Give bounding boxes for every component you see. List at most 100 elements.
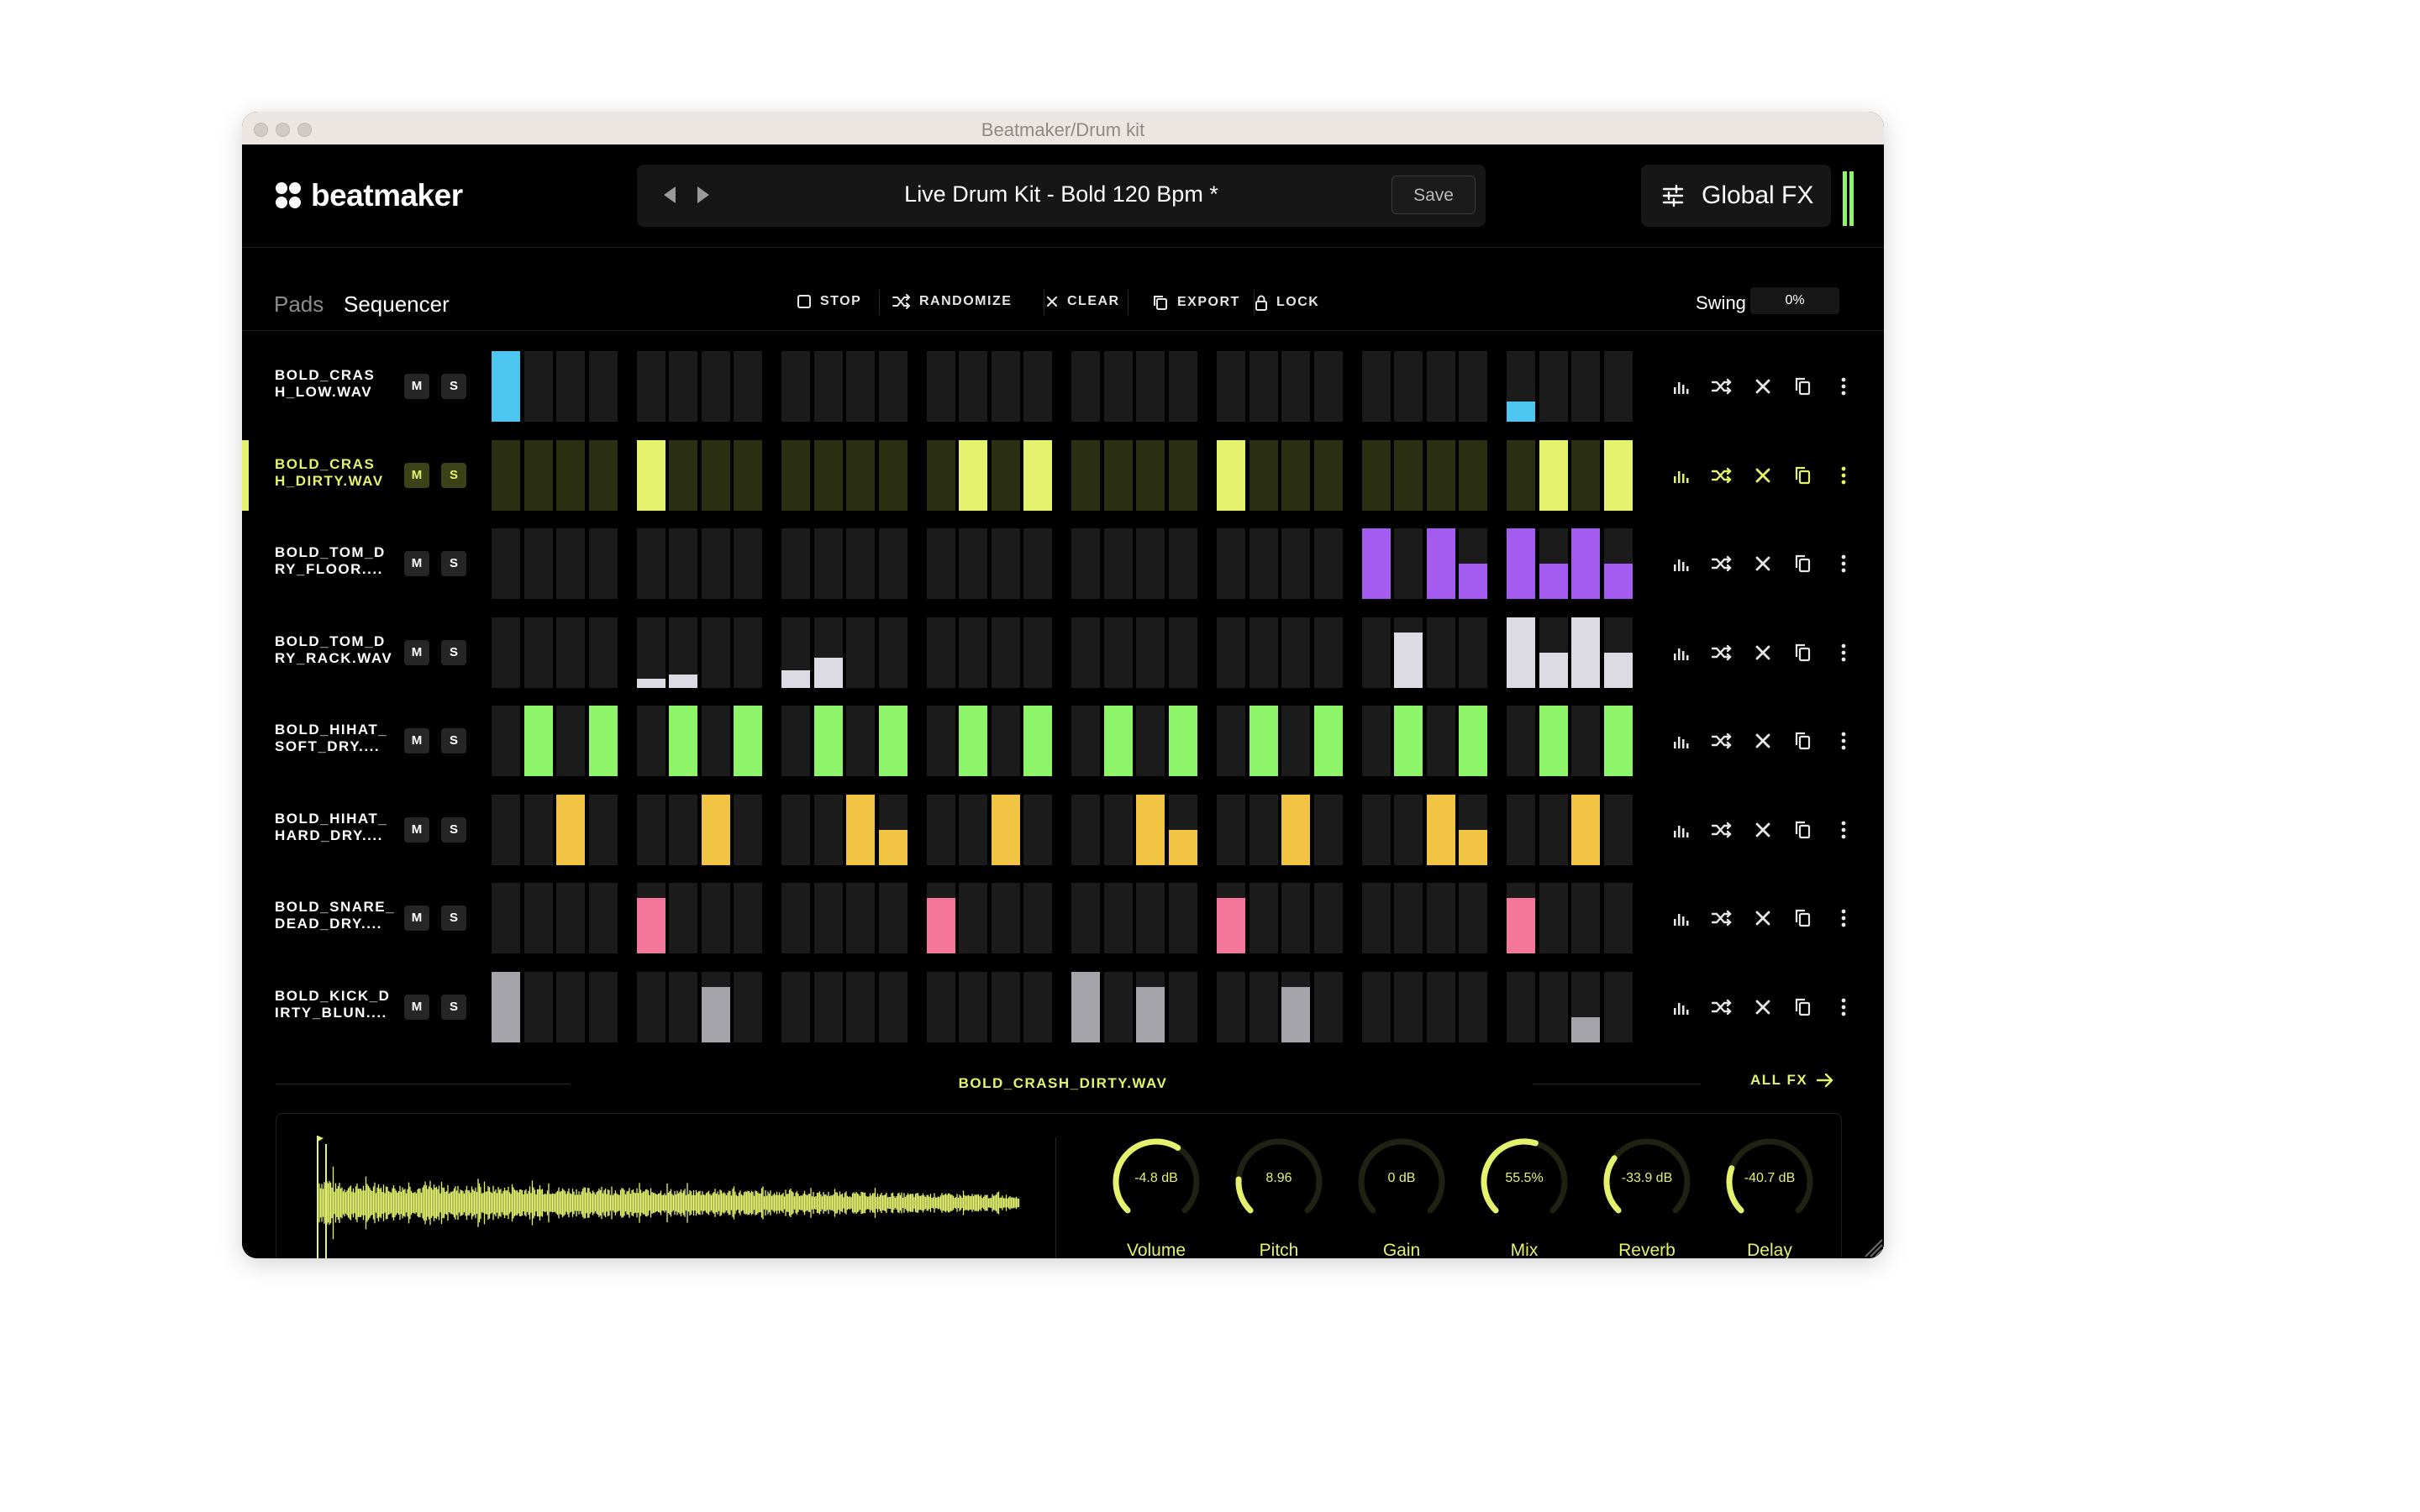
step-cell[interactable]	[492, 883, 520, 953]
step-cell[interactable]	[1426, 794, 1455, 865]
triangle-left-icon[interactable]	[660, 183, 681, 207]
step-cell[interactable]	[1136, 883, 1165, 953]
solo-button[interactable]: S	[441, 728, 466, 753]
step-cell[interactable]	[734, 706, 763, 776]
step-cell[interactable]	[959, 351, 988, 422]
close-icon[interactable]	[1752, 642, 1774, 664]
clear-button[interactable]: CLEAR	[1045, 294, 1120, 309]
step-cell[interactable]	[523, 528, 553, 599]
track-name[interactable]: BOLD_CRAS H_DIRTY.WAV	[275, 455, 384, 489]
step-cell[interactable]	[846, 794, 876, 865]
step-cell[interactable]	[1571, 528, 1601, 599]
step-cell[interactable]	[1168, 971, 1197, 1042]
step-cell[interactable]	[1313, 883, 1343, 953]
step-cell[interactable]	[1281, 617, 1310, 688]
copy-icon[interactable]	[1792, 642, 1814, 664]
step-cell[interactable]	[701, 617, 730, 688]
step-cell[interactable]	[556, 439, 585, 511]
step-cell[interactable]	[1103, 617, 1133, 688]
step-cell[interactable]	[1603, 528, 1633, 599]
tab-pads[interactable]: Pads	[274, 291, 324, 317]
step-cell[interactable]	[926, 439, 955, 511]
step-cell[interactable]	[846, 528, 876, 599]
step-cell[interactable]	[1539, 971, 1568, 1042]
step-cell[interactable]	[991, 794, 1020, 865]
step-cell[interactable]	[492, 971, 520, 1042]
step-cell[interactable]	[1539, 794, 1568, 865]
step-cell[interactable]	[588, 971, 618, 1042]
step-cell[interactable]	[813, 351, 843, 422]
step-cell[interactable]	[701, 351, 730, 422]
step-cell[interactable]	[1603, 617, 1633, 688]
step-cell[interactable]	[1571, 971, 1601, 1042]
step-cell[interactable]	[588, 351, 618, 422]
step-cell[interactable]	[1023, 617, 1053, 688]
track-name[interactable]: BOLD_HIHAT_ HARD_DRY....	[275, 810, 388, 843]
step-cell[interactable]	[846, 439, 876, 511]
step-cell[interactable]	[846, 706, 876, 776]
knob-reverb[interactable]: -33.9 dB Reverb	[1597, 1131, 1697, 1258]
step-cell[interactable]	[1136, 971, 1165, 1042]
step-cell[interactable]	[492, 617, 520, 688]
step-cell[interactable]	[1217, 971, 1245, 1042]
step-cell[interactable]	[1426, 439, 1455, 511]
step-cell[interactable]	[813, 971, 843, 1042]
knob-dial[interactable]	[1474, 1131, 1575, 1232]
step-cell[interactable]	[781, 794, 811, 865]
step-cell[interactable]	[878, 706, 908, 776]
step-cell[interactable]	[1361, 706, 1391, 776]
more-vertical-icon[interactable]	[1833, 996, 1854, 1018]
close-icon[interactable]	[1752, 553, 1774, 575]
step-cell[interactable]	[878, 439, 908, 511]
copy-icon[interactable]	[1792, 465, 1814, 486]
step-cell[interactable]	[523, 439, 553, 511]
step-cell[interactable]	[1071, 706, 1101, 776]
step-cell[interactable]	[636, 883, 666, 953]
close-icon[interactable]	[1752, 375, 1774, 397]
step-cell[interactable]	[1023, 971, 1053, 1042]
step-cell[interactable]	[1103, 794, 1133, 865]
more-vertical-icon[interactable]	[1833, 553, 1854, 575]
step-cell[interactable]	[991, 971, 1020, 1042]
shuffle-icon[interactable]	[1711, 819, 1733, 841]
step-cell[interactable]	[669, 351, 698, 422]
all-fx-link[interactable]: ALL FX	[1750, 1072, 1834, 1089]
step-cell[interactable]	[1361, 617, 1391, 688]
step-cell[interactable]	[1571, 794, 1601, 865]
track-name[interactable]: BOLD_KICK_D IRTY_BLUN....	[275, 987, 391, 1021]
step-cell[interactable]	[1071, 794, 1101, 865]
step-cell[interactable]	[1539, 439, 1568, 511]
step-cell[interactable]	[1217, 439, 1245, 511]
step-cell[interactable]	[588, 794, 618, 865]
close-window-button[interactable]	[254, 123, 268, 137]
step-cell[interactable]	[669, 971, 698, 1042]
step-cell[interactable]	[1361, 439, 1391, 511]
step-cell[interactable]	[781, 971, 811, 1042]
step-cell[interactable]	[1539, 351, 1568, 422]
step-cell[interactable]	[734, 971, 763, 1042]
step-cell[interactable]	[1507, 351, 1536, 422]
step-cell[interactable]	[1281, 528, 1310, 599]
step-cell[interactable]	[636, 439, 666, 511]
step-cell[interactable]	[492, 439, 520, 511]
step-cell[interactable]	[1426, 971, 1455, 1042]
waveform[interactable]	[309, 1136, 1023, 1258]
step-cell[interactable]	[669, 617, 698, 688]
resize-handle-icon[interactable]	[1859, 1233, 1884, 1258]
step-cell[interactable]	[926, 971, 955, 1042]
step-cell[interactable]	[1603, 706, 1633, 776]
step-cell[interactable]	[878, 528, 908, 599]
step-cell[interactable]	[1281, 351, 1310, 422]
step-cell[interactable]	[1136, 528, 1165, 599]
step-cell[interactable]	[734, 883, 763, 953]
step-cell[interactable]	[1507, 528, 1536, 599]
step-cell[interactable]	[1249, 883, 1278, 953]
step-cell[interactable]	[1217, 528, 1245, 599]
step-cell[interactable]	[1103, 528, 1133, 599]
step-cell[interactable]	[959, 439, 988, 511]
step-cell[interactable]	[1426, 706, 1455, 776]
step-cell[interactable]	[492, 794, 520, 865]
step-cell[interactable]	[959, 528, 988, 599]
step-cell[interactable]	[1103, 351, 1133, 422]
step-cell[interactable]	[1023, 706, 1053, 776]
